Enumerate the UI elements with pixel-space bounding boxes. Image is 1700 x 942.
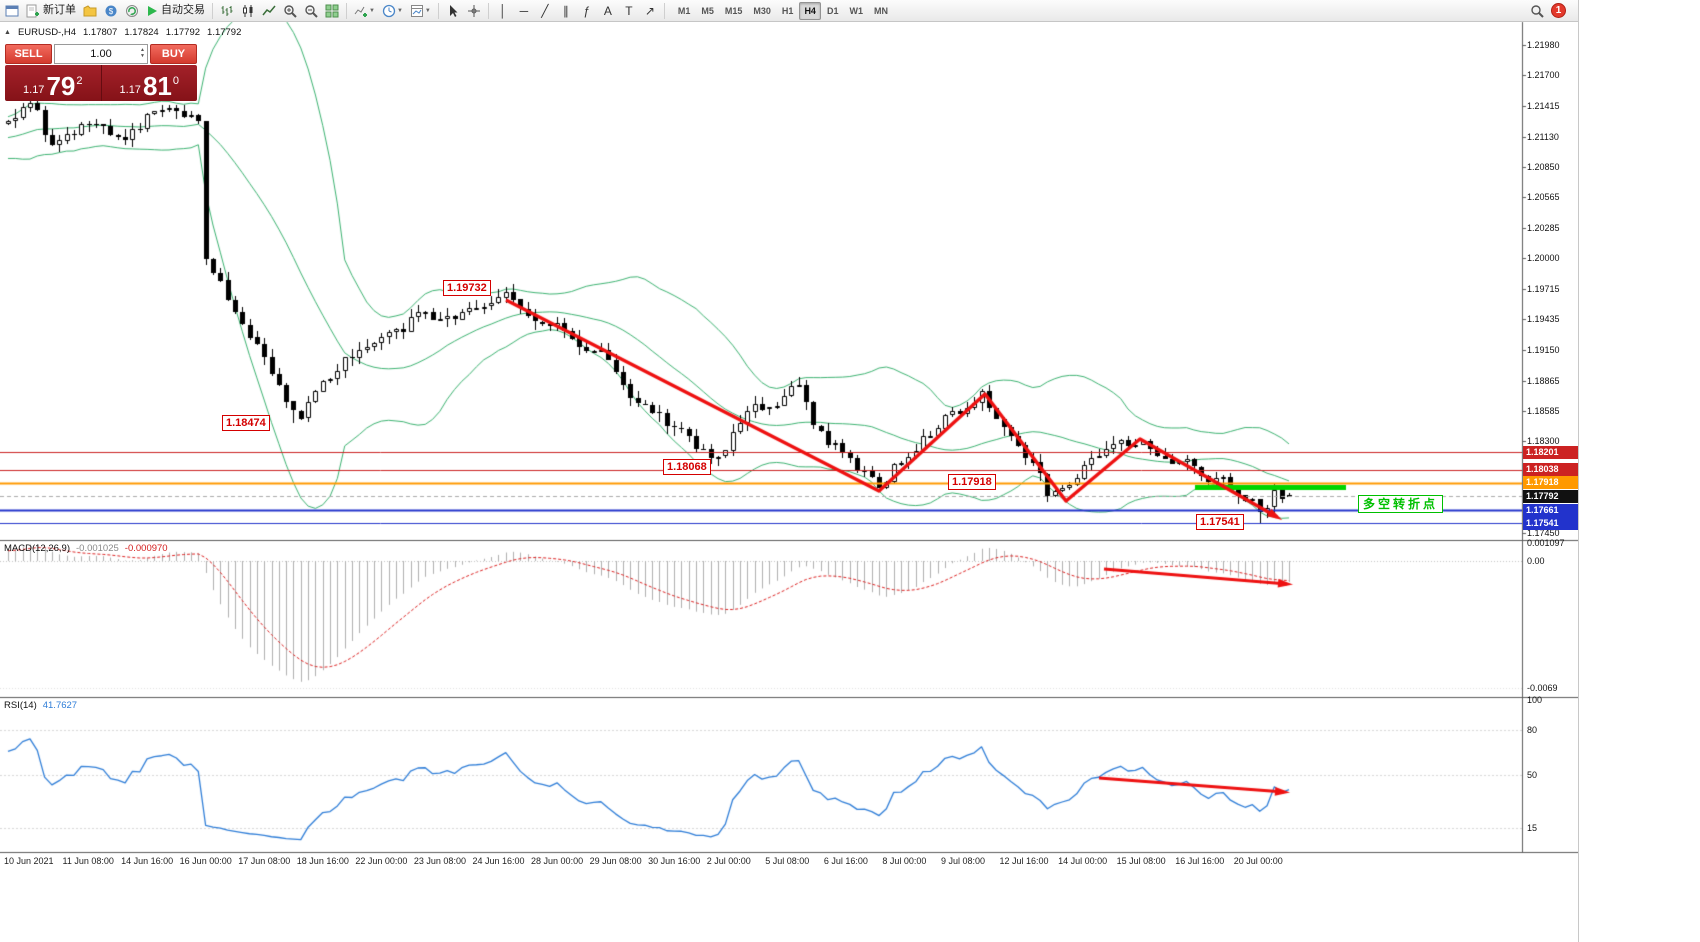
autotrading-label: 自动交易 xyxy=(161,4,205,16)
timeframe-button-d1[interactable]: D1 xyxy=(826,5,839,16)
sell-button[interactable]: SELL xyxy=(5,44,52,64)
timeframe-button-m30[interactable]: M30 xyxy=(753,5,771,16)
toolbar-separator xyxy=(346,2,347,19)
timeframe-group: M1 M5 M15 M30 H1 H4 D1 W1 MN xyxy=(673,1,893,20)
one-click-collapse-icon[interactable]: ▲ xyxy=(4,29,11,36)
fibonacci-icon[interactable]: ƒ xyxy=(583,3,591,18)
ohlc-open: 1.17807 xyxy=(83,27,118,38)
ohlc-close: 1.17792 xyxy=(207,27,242,38)
zoom-out-icon[interactable] xyxy=(301,1,321,21)
profiles-icon[interactable] xyxy=(80,1,100,21)
timeframe-button-m1[interactable]: M1 xyxy=(677,5,691,16)
window-right-edge xyxy=(1578,0,1579,942)
new-order-label: 新订单 xyxy=(43,4,76,16)
sell-price-display[interactable]: 1.17 79 2 xyxy=(23,71,83,101)
one-click-trading-panel: SELL 1.00 ▲ ▼ BUY 1.17 79 2 1.17 81 0 xyxy=(5,44,197,101)
chevron-down-icon: ▼ xyxy=(369,7,375,14)
notification-badge[interactable]: 1 xyxy=(1551,3,1566,18)
zoom-in-icon[interactable] xyxy=(280,1,300,21)
chart-canvas[interactable] xyxy=(0,0,1578,942)
arrows-icon[interactable]: ↗ xyxy=(644,3,655,18)
indicators-icon[interactable]: ▼ xyxy=(351,1,378,21)
new-order-icon xyxy=(26,4,39,17)
ohlc-high: 1.17824 xyxy=(124,27,159,38)
cursor-icon[interactable] xyxy=(443,1,463,21)
horizontal-line-icon[interactable]: ─ xyxy=(519,3,529,18)
buy-button[interactable]: BUY xyxy=(150,44,197,64)
tile-windows-icon[interactable] xyxy=(322,1,342,21)
new-order-button[interactable]: 新订单 xyxy=(23,1,79,21)
timeframe-button-mn[interactable]: MN xyxy=(873,5,888,16)
toolbar-separator xyxy=(663,2,665,19)
chart-window-icon[interactable] xyxy=(2,1,22,21)
toolbar-separator xyxy=(487,2,489,19)
volume-spinner-icon[interactable]: ▲ ▼ xyxy=(140,47,145,59)
toolbar-right-group: 1 xyxy=(1527,1,1566,21)
chevron-down-icon: ▼ xyxy=(396,7,403,14)
volume-value: 1.00 xyxy=(90,48,112,60)
toolbar: 新订单 $ 自动交易 ▼ ▼ ▼ │ ─ ╱ ∥ ƒ A T ↗ M1 M5 M15… xyxy=(0,0,1578,22)
timeframe-button-h1[interactable]: H1 xyxy=(781,5,794,16)
market-watch-icon[interactable]: $ xyxy=(101,1,121,21)
templates-icon[interactable]: ▼ xyxy=(407,1,434,21)
line-chart-icon[interactable] xyxy=(259,1,279,21)
trendline-icon[interactable]: ╱ xyxy=(541,3,549,18)
periods-icon[interactable]: ▼ xyxy=(379,1,406,21)
ohlc-low: 1.17792 xyxy=(165,27,201,38)
rsi-indicator-label: RSI(14) 41.7627 xyxy=(4,700,78,711)
svg-text:$: $ xyxy=(109,7,114,16)
bar-chart-icon[interactable] xyxy=(217,1,237,21)
autotrading-button[interactable]: 自动交易 xyxy=(143,1,208,21)
chevron-down-icon: ▼ xyxy=(424,7,431,14)
candlestick-chart-icon[interactable] xyxy=(238,1,258,21)
turning-point-label: 多空转折点 xyxy=(1358,495,1444,513)
text-label-icon[interactable]: T xyxy=(625,3,633,18)
timeframe-button-w1[interactable]: W1 xyxy=(849,5,863,16)
search-icon[interactable] xyxy=(1527,1,1547,21)
channel-icon[interactable]: ∥ xyxy=(562,3,569,18)
toolbar-separator xyxy=(212,2,213,19)
chart-info-line: ▲ EURUSD-,H4 1.17807 1.17824 1.17792 1.1… xyxy=(4,27,241,38)
timeframe-button-m5[interactable]: M5 xyxy=(701,5,714,16)
symbol-period: EURUSD-,H4 xyxy=(17,27,76,38)
timeframe-button-h4[interactable]: H4 xyxy=(799,1,821,20)
macd-indicator-label: MACD(12,26,9) -0.001025 -0.000970 xyxy=(4,543,168,554)
price-divider xyxy=(100,65,102,101)
buy-price-display[interactable]: 1.17 81 0 xyxy=(119,71,179,101)
crosshair-icon[interactable] xyxy=(464,1,484,21)
data-window-icon[interactable] xyxy=(122,1,142,21)
vertical-line-icon[interactable]: │ xyxy=(499,3,507,18)
autotrading-play-icon xyxy=(148,5,157,16)
volume-input[interactable]: 1.00 ▲ ▼ xyxy=(54,44,148,64)
timeframe-button-m15[interactable]: M15 xyxy=(724,5,743,16)
text-icon[interactable]: A xyxy=(603,3,612,18)
toolbar-separator xyxy=(437,2,439,19)
